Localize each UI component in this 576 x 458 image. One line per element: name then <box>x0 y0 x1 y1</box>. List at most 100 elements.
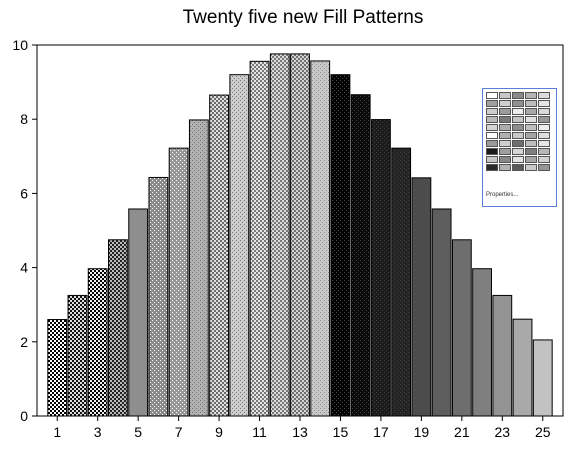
palette-swatch[interactable] <box>538 100 550 107</box>
palette-swatch[interactable] <box>538 140 550 147</box>
palette-swatch[interactable] <box>538 108 550 115</box>
palette-swatch[interactable] <box>525 116 537 123</box>
palette-swatch[interactable] <box>525 124 537 131</box>
y-tick-label: 8 <box>20 111 28 127</box>
y-tick-label: 10 <box>12 37 28 53</box>
palette-swatch[interactable] <box>512 164 524 171</box>
x-tick-label: 17 <box>373 424 389 440</box>
y-tick-label: 6 <box>20 185 28 201</box>
bar-25 <box>532 339 553 417</box>
palette-swatch[interactable] <box>499 100 511 107</box>
x-tick-label: 19 <box>414 424 430 440</box>
bar-14 <box>310 60 331 417</box>
fill-pattern-palette-popup: Properties... <box>482 88 557 207</box>
palette-properties-link[interactable]: Properties... <box>486 192 519 198</box>
palette-swatch[interactable] <box>525 100 537 107</box>
palette-swatch[interactable] <box>486 92 498 99</box>
palette-swatch[interactable] <box>525 148 537 155</box>
palette-swatch[interactable] <box>486 108 498 115</box>
x-tick-label: 9 <box>215 424 223 440</box>
bar-1 <box>47 319 68 417</box>
palette-swatch[interactable] <box>499 108 511 115</box>
bar-21 <box>451 239 472 417</box>
bar-18 <box>391 147 412 417</box>
x-tick-label: 7 <box>175 424 183 440</box>
bar-3 <box>87 268 108 417</box>
bar-8 <box>188 119 209 417</box>
palette-swatch[interactable] <box>512 116 524 123</box>
x-tick-label: 3 <box>94 424 102 440</box>
x-tick-label: 25 <box>535 424 551 440</box>
bar-6 <box>148 176 169 417</box>
palette-swatch[interactable] <box>499 140 511 147</box>
palette-swatch[interactable] <box>486 148 498 155</box>
palette-swatch[interactable] <box>538 124 550 131</box>
x-tick-label: 11 <box>252 424 267 440</box>
palette-swatch[interactable] <box>538 116 550 123</box>
palette-swatch[interactable] <box>525 140 537 147</box>
palette-swatch[interactable] <box>486 132 498 139</box>
bar-20 <box>431 208 452 417</box>
palette-swatch[interactable] <box>512 148 524 155</box>
palette-swatch[interactable] <box>512 108 524 115</box>
palette-swatch[interactable] <box>486 100 498 107</box>
x-tick-label: 5 <box>134 424 142 440</box>
palette-swatch[interactable] <box>525 164 537 171</box>
palette-swatch[interactable] <box>525 92 537 99</box>
palette-swatch[interactable] <box>486 156 498 163</box>
palette-swatch[interactable] <box>525 132 537 139</box>
y-tick-label: 2 <box>20 334 28 350</box>
y-tick-label: 0 <box>20 408 28 424</box>
bar-12 <box>269 53 290 417</box>
palette-swatch[interactable] <box>499 116 511 123</box>
bar-10 <box>229 74 250 417</box>
bar-13 <box>290 53 310 417</box>
palette-swatch[interactable] <box>486 140 498 147</box>
bar-24 <box>512 318 533 417</box>
palette-swatch[interactable] <box>512 140 524 147</box>
palette-swatch[interactable] <box>499 164 511 171</box>
x-tick-label: 1 <box>53 424 61 440</box>
palette-swatch[interactable] <box>512 124 524 131</box>
x-tick-label: 13 <box>292 424 308 440</box>
palette-swatch[interactable] <box>486 124 498 131</box>
palette-swatch[interactable] <box>538 92 550 99</box>
palette-swatch[interactable] <box>486 116 498 123</box>
x-tick-label: 15 <box>333 424 349 440</box>
palette-swatch[interactable] <box>525 156 537 163</box>
bar-15 <box>330 74 351 417</box>
bar-17 <box>371 119 391 417</box>
palette-swatch[interactable] <box>538 148 550 155</box>
bar-11 <box>249 60 270 417</box>
palette-swatch[interactable] <box>512 92 524 99</box>
palette-swatch[interactable] <box>538 156 550 163</box>
fill-pattern-palette-grid <box>486 92 553 171</box>
bar-23 <box>492 294 513 417</box>
palette-swatch[interactable] <box>538 132 550 139</box>
palette-swatch[interactable] <box>538 164 550 171</box>
bar-22 <box>472 268 492 417</box>
palette-swatch[interactable] <box>499 156 511 163</box>
bar-7 <box>168 147 189 417</box>
bars-layer <box>47 53 553 417</box>
x-tick-label: 21 <box>454 424 470 440</box>
palette-swatch[interactable] <box>525 108 537 115</box>
palette-swatch[interactable] <box>499 148 511 155</box>
palette-swatch[interactable] <box>499 124 511 131</box>
bar-4 <box>108 239 128 417</box>
bar-19 <box>411 177 432 417</box>
bar-2 <box>67 294 88 417</box>
chart-title: Twenty five new Fill Patterns <box>183 7 424 28</box>
palette-swatch[interactable] <box>512 100 524 107</box>
palette-swatch[interactable] <box>486 164 498 171</box>
palette-swatch[interactable] <box>499 132 511 139</box>
bar-5 <box>128 208 149 417</box>
palette-swatch[interactable] <box>499 92 511 99</box>
palette-swatch[interactable] <box>512 132 524 139</box>
bar-16 <box>350 94 371 417</box>
palette-swatch[interactable] <box>512 156 524 163</box>
x-tick-label: 23 <box>495 424 511 440</box>
